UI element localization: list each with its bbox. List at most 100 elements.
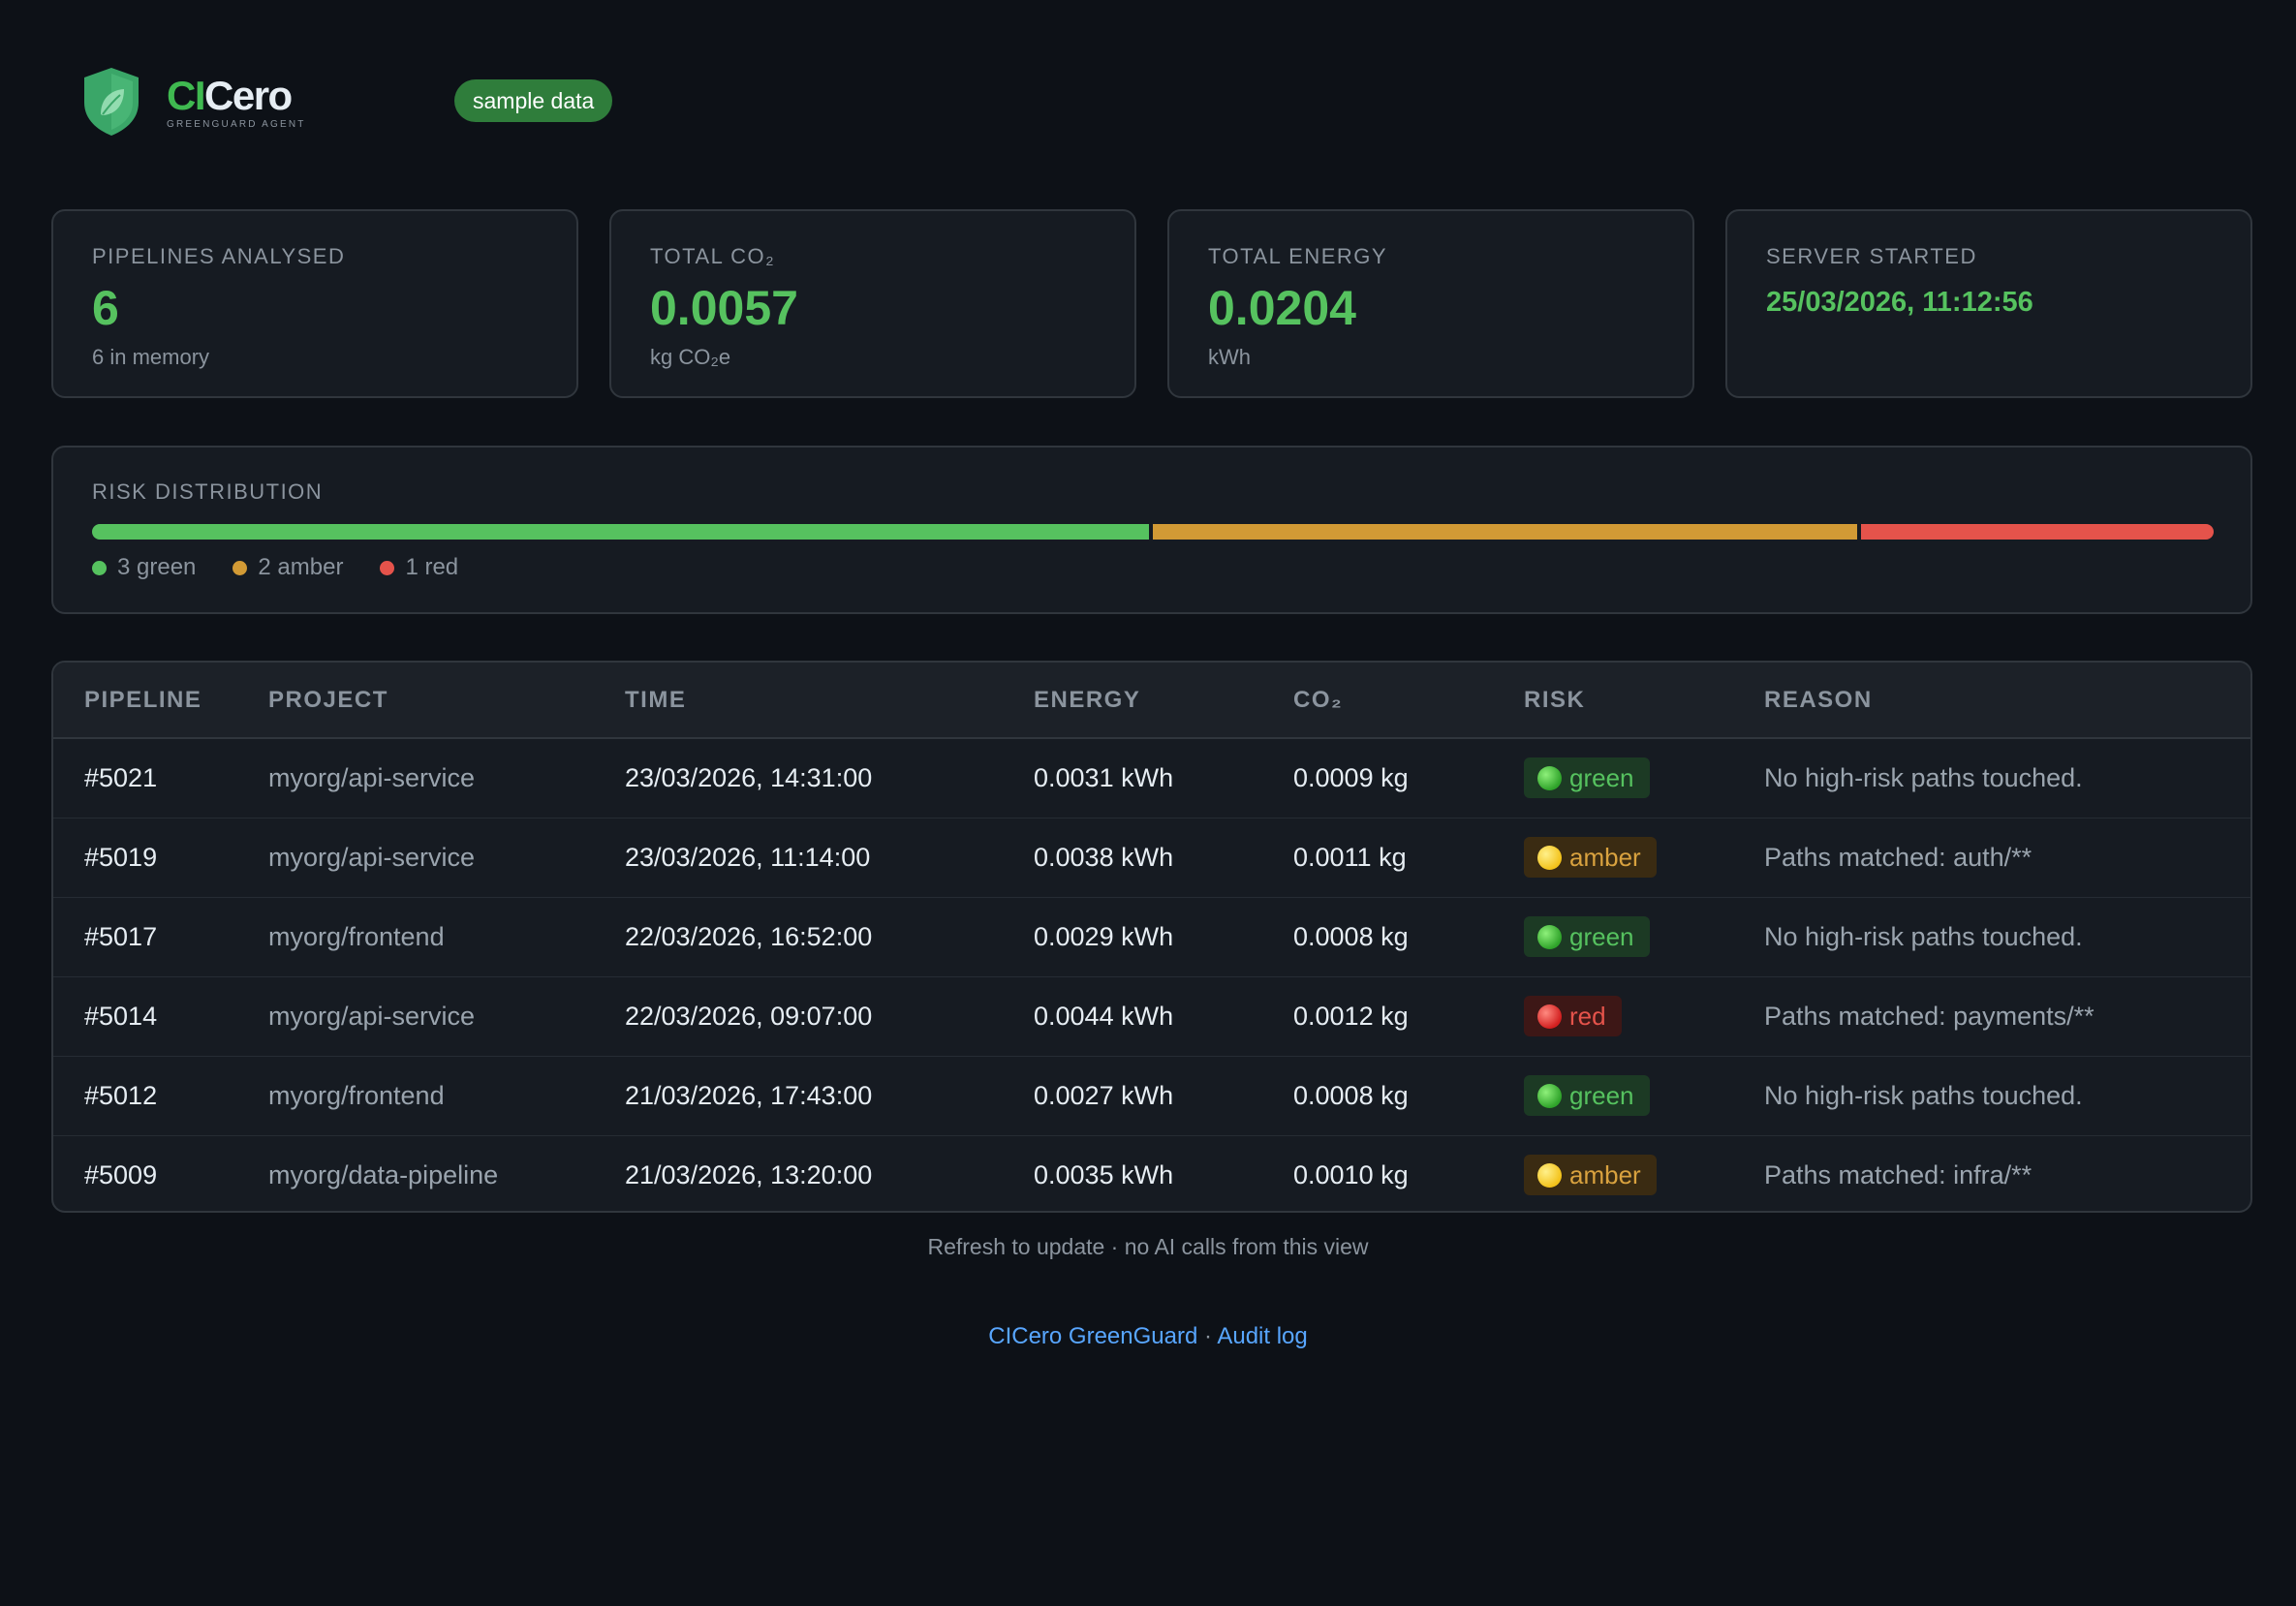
legend-red: 1 red bbox=[380, 554, 458, 581]
pipelines-table: PIPELINE PROJECT TIME ENERGY CO₂ RISK RE… bbox=[51, 661, 2252, 1213]
stat-value: 6 bbox=[92, 281, 119, 335]
column-header-project: PROJECT bbox=[237, 663, 594, 739]
stat-sub: 6 in memory bbox=[92, 345, 210, 369]
pipeline-cell: #5014 bbox=[84, 1001, 158, 1031]
stat-card-co2: TOTAL CO₂ 0.0057 kg CO₂e bbox=[609, 209, 1136, 398]
brand-cero: Cero bbox=[204, 72, 293, 118]
column-header-time: TIME bbox=[594, 663, 1003, 739]
footnote: Refresh to update · no AI calls from thi… bbox=[927, 1234, 1369, 1259]
risk-distribution-bar bbox=[92, 524, 2214, 540]
time-cell: 23/03/2026, 14:31:00 bbox=[625, 762, 873, 792]
reason-cell: No high-risk paths touched. bbox=[1764, 1080, 2083, 1110]
stat-label: TOTAL ENERGY bbox=[1208, 244, 1388, 268]
risk-label: green bbox=[1569, 1080, 1634, 1110]
stat-value: 25/03/2026, 11:12:56 bbox=[1766, 287, 2033, 318]
project-cell: myorg/api-service bbox=[268, 762, 476, 792]
energy-cell: 0.0027 kWh bbox=[1034, 1080, 1174, 1110]
risk-label: green bbox=[1569, 762, 1634, 792]
pipeline-cell: #5012 bbox=[84, 1080, 158, 1110]
risk-cell: red bbox=[1493, 976, 1733, 1056]
table-row: #5021 myorg/api-service 23/03/2026, 14:31:… bbox=[53, 738, 2250, 818]
co2-cell: 0.0011 kg bbox=[1293, 842, 1407, 872]
energy-cell: 0.0031 kWh bbox=[1034, 762, 1174, 792]
legend-label: 1 red bbox=[405, 554, 459, 580]
stat-card-server-started: SERVER STARTED 25/03/2026, 11:12:56 bbox=[1725, 209, 2252, 398]
green-circle-icon bbox=[1537, 924, 1562, 949]
brand-name: CICero bbox=[167, 72, 306, 118]
risk-cell: amber bbox=[1493, 818, 1733, 897]
footer-separator: · bbox=[1197, 1323, 1218, 1349]
table-row: #5017 myorg/frontend 22/03/2026, 16:52:00 0… bbox=[53, 897, 2250, 976]
legend-label: 3 green bbox=[117, 554, 197, 580]
risk-badge: amber bbox=[1524, 1155, 1657, 1196]
shield-leaf-icon bbox=[84, 68, 139, 136]
stat-card-energy: TOTAL ENERGY 0.0204 kWh bbox=[1167, 209, 1694, 398]
column-header-risk: RISK bbox=[1493, 663, 1733, 739]
stat-value: 0.0057 bbox=[650, 281, 798, 335]
risk-bar-green bbox=[92, 524, 1149, 540]
reason-cell: Paths matched: payments/** bbox=[1764, 1001, 2094, 1031]
red-circle-icon bbox=[1537, 1004, 1562, 1029]
stat-label: SERVER STARTED bbox=[1766, 244, 1977, 268]
risk-bar-red bbox=[1861, 524, 2214, 540]
amber-circle-icon bbox=[1537, 845, 1562, 870]
project-cell: myorg/api-service bbox=[268, 1001, 476, 1031]
project-cell: myorg/api-service bbox=[268, 842, 476, 872]
risk-legend: 3 green 2 amber 1 red bbox=[92, 554, 495, 581]
column-header-reason: REASON bbox=[1733, 663, 2250, 739]
energy-cell: 0.0029 kWh bbox=[1034, 921, 1174, 951]
risk-cell: green bbox=[1493, 897, 1733, 976]
stat-sub: kWh bbox=[1208, 345, 1251, 369]
greenguard-link[interactable]: CICero GreenGuard bbox=[988, 1323, 1198, 1349]
risk-badge: amber bbox=[1524, 837, 1657, 878]
red-dot-icon bbox=[380, 560, 395, 575]
pipeline-cell: #5021 bbox=[84, 762, 158, 792]
header: CICero GREENGUARD AGENT bbox=[81, 64, 306, 139]
risk-distribution-panel: RISK DISTRIBUTION 3 green 2 amber 1 red bbox=[51, 446, 2252, 614]
pipeline-cell: #5019 bbox=[84, 842, 158, 872]
column-header-co2: CO₂ bbox=[1262, 663, 1493, 739]
footer: CICero GreenGuard · Audit log bbox=[0, 1323, 2296, 1350]
time-cell: 22/03/2026, 16:52:00 bbox=[625, 921, 873, 951]
reason-cell: No high-risk paths touched. bbox=[1764, 921, 2083, 951]
energy-cell: 0.0038 kWh bbox=[1034, 842, 1174, 872]
table-row: #5014 myorg/api-service 22/03/2026, 09:07:… bbox=[53, 976, 2250, 1056]
brand-subtitle: GREENGUARD AGENT bbox=[167, 118, 306, 130]
risk-label: red bbox=[1569, 1001, 1606, 1031]
project-cell: myorg/data-pipeline bbox=[268, 1159, 499, 1189]
green-circle-icon bbox=[1537, 1083, 1562, 1108]
co2-cell: 0.0008 kg bbox=[1293, 1080, 1409, 1110]
risk-label: amber bbox=[1569, 1159, 1641, 1189]
co2-cell: 0.0010 kg bbox=[1293, 1159, 1409, 1189]
reason-cell: Paths matched: auth/** bbox=[1764, 842, 2032, 872]
stat-sub: kg CO₂e bbox=[650, 345, 731, 369]
stat-label: TOTAL CO₂ bbox=[650, 244, 776, 268]
sample-data-badge: sample data bbox=[454, 79, 613, 122]
co2-cell: 0.0008 kg bbox=[1293, 921, 1409, 951]
risk-cell: green bbox=[1493, 1056, 1733, 1135]
stat-card-pipelines: PIPELINES ANALYSED 6 6 in memory bbox=[51, 209, 578, 398]
table-row: #5019 myorg/api-service 23/03/2026, 11:14:… bbox=[53, 818, 2250, 897]
risk-bar-amber bbox=[1153, 524, 1858, 540]
pipeline-cell: #5017 bbox=[84, 921, 158, 951]
amber-dot-icon bbox=[233, 560, 248, 575]
risk-distribution-title: RISK DISTRIBUTION bbox=[92, 479, 324, 504]
reason-cell: No high-risk paths touched. bbox=[1764, 762, 2083, 792]
time-cell: 21/03/2026, 17:43:00 bbox=[625, 1080, 873, 1110]
audit-log-link[interactable]: Audit log bbox=[1217, 1323, 1308, 1349]
table-row: #5012 myorg/frontend 21/03/2026, 17:43:00 0… bbox=[53, 1056, 2250, 1135]
co2-cell: 0.0012 kg bbox=[1293, 1001, 1409, 1031]
risk-cell: green bbox=[1493, 738, 1733, 818]
stat-label: PIPELINES ANALYSED bbox=[92, 244, 346, 268]
amber-circle-icon bbox=[1537, 1162, 1562, 1188]
column-header-pipeline: PIPELINE bbox=[53, 663, 237, 739]
time-cell: 21/03/2026, 13:20:00 bbox=[625, 1159, 873, 1189]
legend-amber: 2 amber bbox=[233, 554, 343, 581]
project-cell: myorg/frontend bbox=[268, 1080, 445, 1110]
table-header-row: PIPELINE PROJECT TIME ENERGY CO₂ RISK RE… bbox=[53, 663, 2250, 739]
energy-cell: 0.0035 kWh bbox=[1034, 1159, 1174, 1189]
time-cell: 22/03/2026, 09:07:00 bbox=[625, 1001, 873, 1031]
pipeline-cell: #5009 bbox=[84, 1159, 158, 1189]
risk-badge: green bbox=[1524, 757, 1650, 799]
